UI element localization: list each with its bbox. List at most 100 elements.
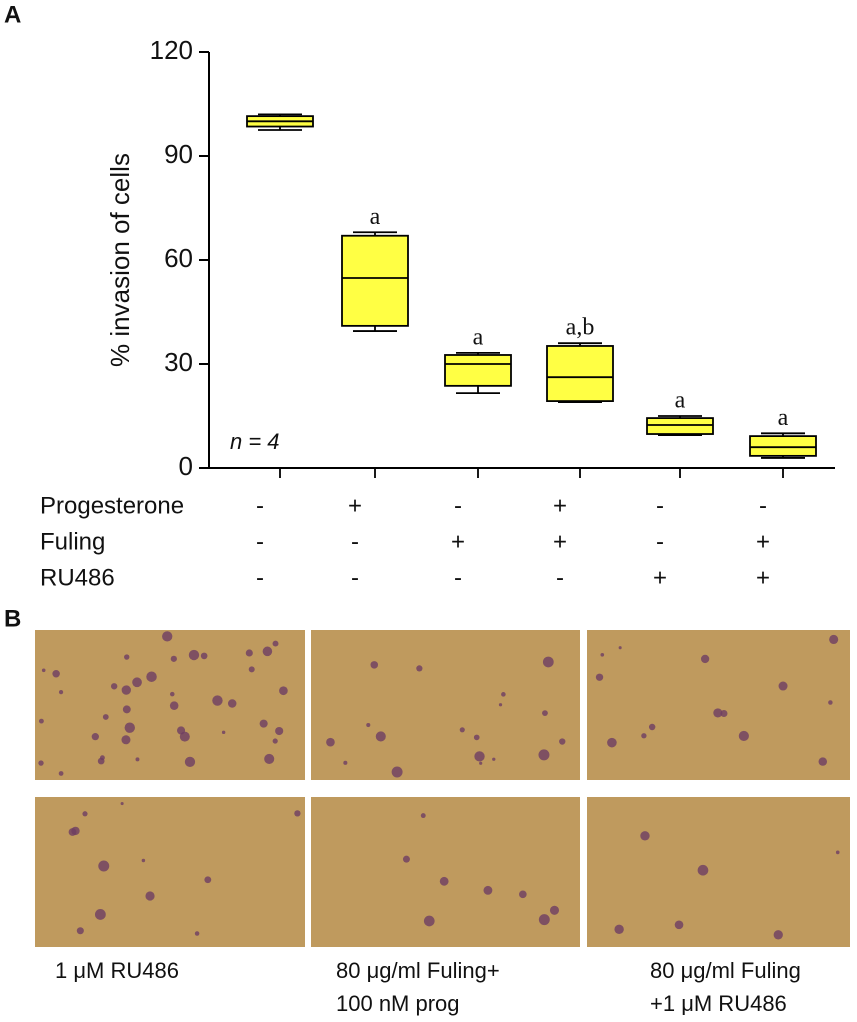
treatment-sign: - — [454, 492, 462, 519]
cell — [600, 652, 605, 657]
cell — [41, 668, 46, 673]
cell — [259, 719, 268, 728]
treatment-sign: - — [656, 492, 664, 519]
box — [546, 345, 614, 402]
cell — [204, 876, 212, 884]
cell — [162, 631, 173, 642]
cell — [498, 703, 503, 707]
cell — [82, 811, 88, 817]
cell — [275, 726, 284, 736]
cell — [169, 691, 175, 697]
cell — [641, 733, 647, 739]
cell — [94, 909, 106, 920]
cell — [58, 771, 64, 776]
treatment-sign: - — [351, 528, 359, 555]
cell — [549, 905, 560, 915]
y-tick-label: 120 — [150, 35, 193, 65]
cell — [194, 931, 200, 936]
cell — [720, 709, 728, 718]
cell — [439, 876, 449, 886]
cell — [248, 666, 255, 673]
cell — [121, 685, 131, 695]
treatment-sign: - — [656, 528, 664, 555]
box — [444, 354, 512, 387]
cell — [559, 738, 566, 745]
cell — [420, 813, 426, 819]
cell — [99, 755, 105, 761]
treatment-sign: - — [256, 528, 264, 555]
cell — [674, 920, 684, 930]
cell — [818, 757, 828, 766]
cell — [294, 810, 301, 817]
treatment-sign: + — [553, 492, 567, 519]
micrographs — [35, 630, 850, 947]
cell — [370, 661, 379, 669]
cell — [479, 761, 483, 765]
cell — [607, 737, 617, 748]
cell — [538, 749, 550, 761]
cell — [272, 738, 278, 744]
micrograph — [311, 630, 580, 780]
caption: 80 μg/ml Fuling+ — [336, 958, 500, 983]
annotation: a — [675, 388, 686, 414]
cell — [212, 695, 223, 706]
cell — [375, 731, 386, 742]
box — [646, 417, 714, 435]
cell — [326, 737, 335, 747]
treatment-sign: + — [653, 564, 667, 591]
cell — [132, 677, 142, 688]
y-tick-label: 90 — [164, 139, 193, 169]
cell — [343, 760, 348, 765]
cell — [262, 646, 273, 657]
cell — [146, 671, 157, 682]
cell — [713, 708, 723, 718]
treatment-sign: - — [556, 564, 564, 591]
cell — [614, 924, 624, 935]
cell — [773, 930, 783, 940]
cell — [124, 654, 130, 660]
row-label: RU486 — [40, 564, 115, 591]
panel-label: B — [4, 605, 21, 632]
y-axis-label: % invasion of cells — [105, 153, 135, 367]
treatment-sign: + — [756, 528, 770, 555]
treatment-sign: + — [348, 492, 362, 519]
cell — [38, 718, 44, 724]
cell — [179, 731, 190, 742]
cell — [542, 656, 554, 668]
cell — [188, 649, 200, 661]
micrograph — [587, 797, 850, 947]
cell — [483, 885, 493, 895]
cell — [738, 730, 749, 742]
cell — [459, 727, 465, 733]
cell — [52, 669, 60, 678]
cell — [141, 858, 146, 863]
box — [341, 234, 409, 327]
annotation: a — [778, 405, 789, 431]
cell — [648, 723, 656, 731]
cell — [102, 714, 109, 720]
cell — [264, 753, 275, 764]
caption: 1 μM RU486 — [55, 958, 179, 983]
cell — [501, 692, 506, 697]
cell — [700, 654, 710, 664]
annotation: a,b — [566, 315, 595, 341]
cell — [416, 665, 423, 672]
caption: +1 μM RU486 — [650, 991, 787, 1016]
treatment-sign: - — [454, 564, 462, 591]
cell — [245, 649, 253, 657]
cell — [120, 802, 124, 806]
treatment-sign: + — [756, 564, 770, 591]
cell — [279, 686, 288, 696]
cell — [595, 673, 604, 681]
annotation: a — [473, 324, 484, 350]
cell — [492, 757, 496, 761]
treatment-sign: + — [553, 528, 567, 555]
cell — [474, 751, 485, 762]
row-label: Progesterone — [40, 492, 184, 519]
cell — [366, 722, 371, 728]
micrograph — [35, 797, 305, 947]
cell — [835, 850, 840, 855]
micrograph — [587, 630, 850, 780]
cell — [38, 760, 44, 766]
